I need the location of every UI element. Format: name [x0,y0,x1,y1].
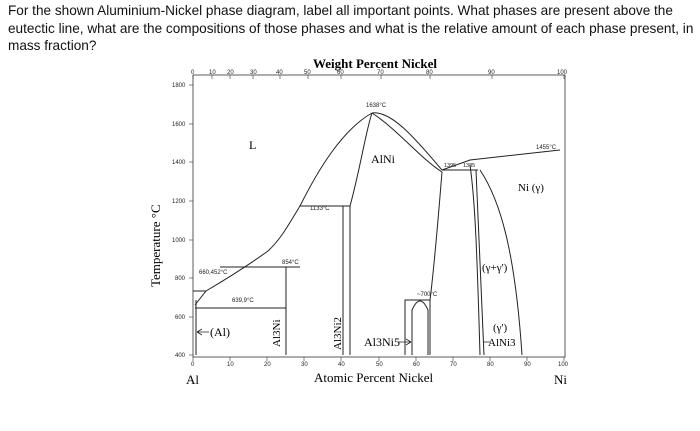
top-tick-label: 60 [337,70,344,76]
top-tick-label: 30 [250,70,257,76]
al3ni5-region [404,299,431,355]
label-al3ni: Al3Ni [271,320,283,348]
top-tick-label: 70 [377,70,384,76]
bottom-tick-label: 40 [338,362,345,368]
label-gamma-mix: (γ+γ') [482,262,508,274]
top-tick-label: 10 [209,70,216,76]
y-axis-title: Temperature °C [148,204,163,287]
bottom-tick-label: 80 [487,362,494,368]
y-tick-label: 1000 [172,238,186,244]
liquidus-right [371,112,443,171]
plot-frame [192,74,566,358]
y-axis: 1800 1600 1400 1200 1000 800 600 400 Tem… [148,83,193,359]
top-axis-title: Weight Percent Nickel [313,56,437,71]
bottom-tick-label: 30 [301,362,308,368]
label-alni: AlNi [371,152,396,166]
label-ni3al: AlNi3 [488,337,516,349]
al-arrow [196,328,209,336]
y-tick-label: 1400 [172,160,186,166]
bottom-tick-label: 90 [524,362,531,368]
bottom-axis: 0 10 20 30 40 50 60 70 80 90 100 Atomic … [186,357,569,387]
al3ni5-inner [411,300,429,355]
temperature-notes: 1638°C 1455°C 1133°C 854°C 660,452°C 639… [199,103,557,304]
bottom-tick-label: 100 [558,362,569,368]
liquidus-left [194,112,373,306]
note-700: ~700°C [417,292,438,298]
y-tick-label: 800 [175,276,186,282]
phase-labels: L AlNi Ni (γ) (γ+γ') (γ') AlNi3 (Al) Al3… [196,138,544,350]
ni-liquidus [441,149,561,171]
top-tick-label: 80 [426,70,433,76]
note-1395: 1395 [444,163,456,169]
bottom-axis-title: Atomic Percent Nickel [314,370,434,385]
y-tick-label: 1800 [172,83,186,89]
top-tick-label: 50 [304,70,311,76]
ni3al-left [469,164,481,356]
al3ni5-arrow [398,338,412,346]
note-660: 660,452°C [199,270,228,276]
top-tick-label: 40 [276,70,283,76]
phase-boundaries [193,112,561,356]
label-al3ni2: Al3Ni2 [332,317,344,350]
bottom-tick-label: 50 [376,362,383,368]
question-text: For the shown Aluminium-Nickel phase dia… [8,3,694,53]
label-al3ni5: Al3Ni5 [364,335,400,349]
element-al: Al [186,372,199,387]
bottom-tick-label: 10 [227,362,234,368]
label-ni-gamma: Ni (γ) [518,182,544,194]
note-1133: 1133°C [310,206,330,212]
y-tick-label: 400 [175,353,186,359]
label-gamma-prime: (γ') [493,322,508,334]
top-tick-label: 90 [488,70,495,76]
y-tick-label: 600 [175,315,186,321]
top-axis: 0 10 20 30 40 50 60 70 80 90 100 Weight … [191,56,568,79]
bottom-tick-label: 70 [450,362,457,368]
bottom-tick-label: 20 [264,362,271,368]
label-liquid: L [249,138,256,152]
note-854: 854°C [282,260,299,266]
label-al: (Al) [210,325,230,339]
note-1455: 1455°C [536,145,557,151]
note-1638: 1638°C [366,103,387,109]
y-tick-label: 1600 [172,122,186,128]
gamma-boundary [479,169,523,356]
ni3al-right [475,169,485,356]
top-tick-label: 0 [191,70,195,76]
y-tick-label: 1200 [172,199,186,205]
bottom-tick-label: 60 [413,362,420,368]
note-639: 639,9°C [232,298,254,304]
element-ni: Ni [554,372,567,387]
bottom-tick-label: 0 [191,362,195,368]
note-1385: 1385 [463,163,475,169]
alni-left-boundary [349,112,373,207]
top-tick-label: 20 [227,70,234,76]
top-tick-label: 100 [557,70,568,76]
alni-right-boundary [371,112,443,301]
